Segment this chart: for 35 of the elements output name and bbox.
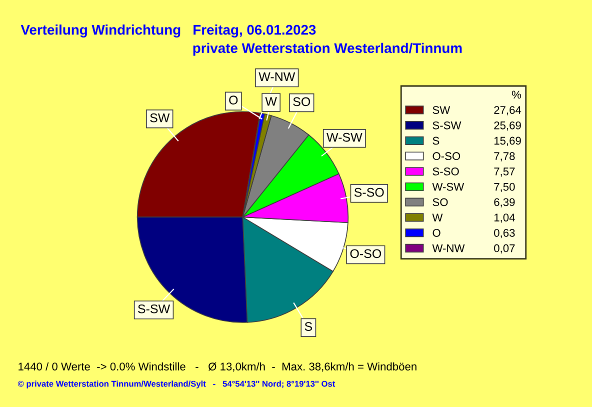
data-label: 25,69: [494, 121, 521, 131]
legend-label: W: [432, 214, 443, 222]
text: 1440 / 0 Werte -> 0.0% Windstille - Ø 13,0km/h - Max. 38,6km/h = Windböen: [18, 362, 416, 372]
slice-label: W-NW: [258, 72, 296, 82]
data-label: 1,04: [494, 214, 515, 223]
legend-label: O: [432, 228, 440, 237]
data-label: 7,78: [494, 152, 515, 162]
data-label: 7,50: [494, 182, 515, 192]
legend-label: S-SO: [432, 168, 459, 176]
slice-label: W-SW: [326, 132, 362, 142]
legend-label: SW: [432, 106, 450, 114]
legend-label: W-NW: [432, 244, 465, 252]
chart-subtitle: private Wetterstation Westerland/Tinnum: [193, 42, 462, 56]
slice-label: S: [304, 322, 312, 331]
data-label: 15,69: [494, 136, 521, 146]
data-label: 0,07: [494, 244, 515, 254]
text: © private Wetterstation Tinnum/Westerland/Sylt - 54°54'13'' Nord; 8°19'13'' Ost: [18, 380, 336, 388]
legend-label: W-SW: [432, 182, 464, 191]
slice-label: SW: [150, 113, 170, 122]
chart-title: Verteilung Windrichtung Freitag, 06.01.2023: [20, 24, 316, 38]
legend-label: S-SW: [432, 121, 462, 130]
data-label: 7,57: [494, 168, 515, 177]
slice-label: O: [229, 96, 238, 104]
legend-label: S: [432, 136, 440, 145]
slice-label: SO: [293, 97, 310, 106]
data-label: 6,39: [494, 198, 515, 208]
slice-label: O-SO: [350, 249, 382, 258]
slice-label: W: [265, 97, 277, 106]
legend-title: %: [512, 90, 522, 99]
slice-label: S-SW: [138, 304, 170, 314]
legend-label: O-SO: [432, 152, 460, 160]
legend-label: SO: [432, 198, 448, 206]
slice-label: S-SO: [354, 188, 384, 197]
data-label: 0,63: [494, 228, 515, 238]
data-label: 27,64: [494, 106, 522, 116]
